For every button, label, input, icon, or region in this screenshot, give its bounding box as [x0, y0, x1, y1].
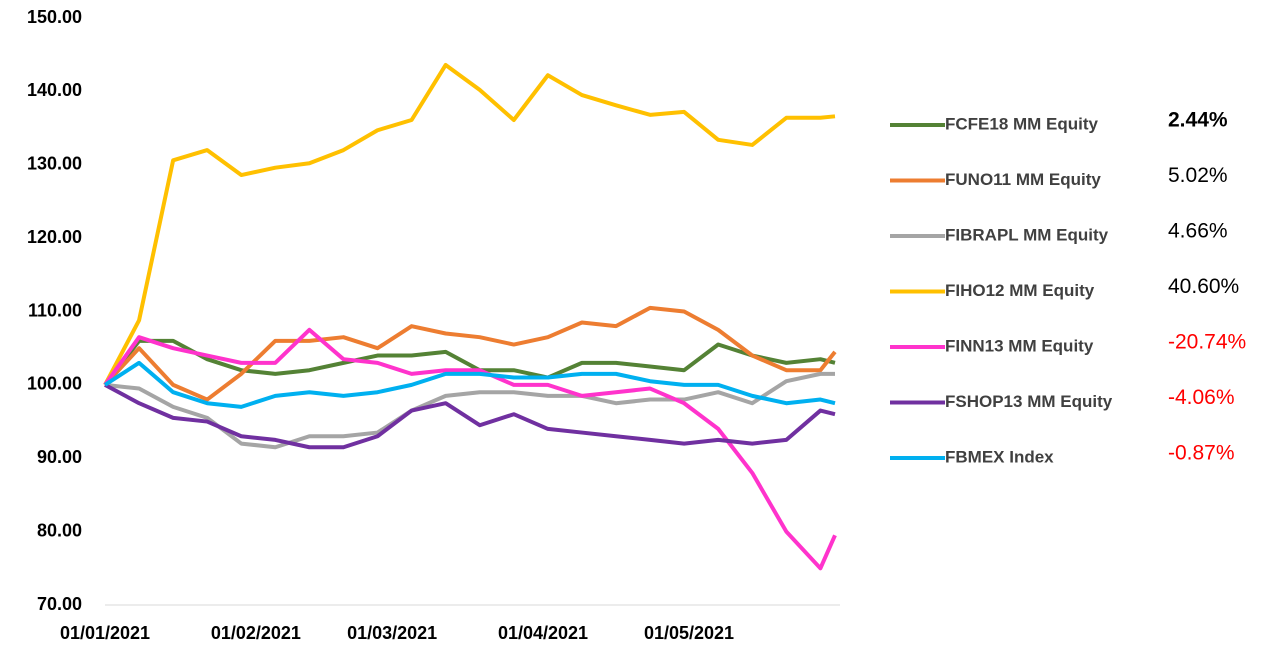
- legend-change: -0.87%: [1168, 442, 1235, 465]
- series-line: [103, 327, 837, 571]
- y-tick-label: 100.00: [27, 374, 82, 394]
- series-line: [103, 360, 836, 409]
- legend-label: FIHO12 MM Equity: [945, 281, 1095, 300]
- y-tick-label: 150.00: [27, 7, 82, 27]
- legend-label: FSHOP13 MM Equity: [945, 392, 1113, 411]
- legend-change: 4.66%: [1168, 220, 1228, 243]
- legend-label: FCFE18 MM Equity: [945, 114, 1099, 133]
- x-tick-label: 01/04/2021: [498, 623, 588, 643]
- y-tick-label: 110.00: [28, 300, 82, 320]
- legend-change: 5.02%: [1168, 164, 1228, 187]
- series-line: [103, 62, 836, 386]
- x-tick-label: 01/03/2021: [347, 623, 437, 643]
- legend-label: FBMEX Index: [945, 447, 1054, 466]
- legend-label: FUNO11 MM Equity: [945, 170, 1101, 189]
- legend-label: FINN13 MM Equity: [945, 336, 1094, 355]
- y-tick-label: 70.00: [37, 594, 82, 614]
- series-line: [103, 338, 836, 387]
- x-tick-label: 01/01/2021: [60, 623, 150, 643]
- x-tick-label: 01/05/2021: [644, 623, 734, 643]
- y-tick-label: 120.00: [27, 227, 82, 247]
- legend-change: -4.06%: [1168, 386, 1235, 409]
- legend-label: FIBRAPL MM Equity: [945, 225, 1109, 244]
- legend-change: 2.44%: [1168, 109, 1228, 132]
- y-tick-label: 80.00: [37, 520, 82, 540]
- series-line: [103, 305, 837, 402]
- series-line: [104, 383, 836, 450]
- x-tick-label: 01/02/2021: [211, 623, 301, 643]
- y-tick-label: 130.00: [27, 154, 82, 174]
- y-tick-label: 140.00: [27, 80, 82, 100]
- legend-change: -20.74%: [1168, 331, 1246, 354]
- legend-change: 40.60%: [1168, 275, 1239, 298]
- y-tick-label: 90.00: [37, 447, 82, 467]
- series-line: [104, 371, 835, 450]
